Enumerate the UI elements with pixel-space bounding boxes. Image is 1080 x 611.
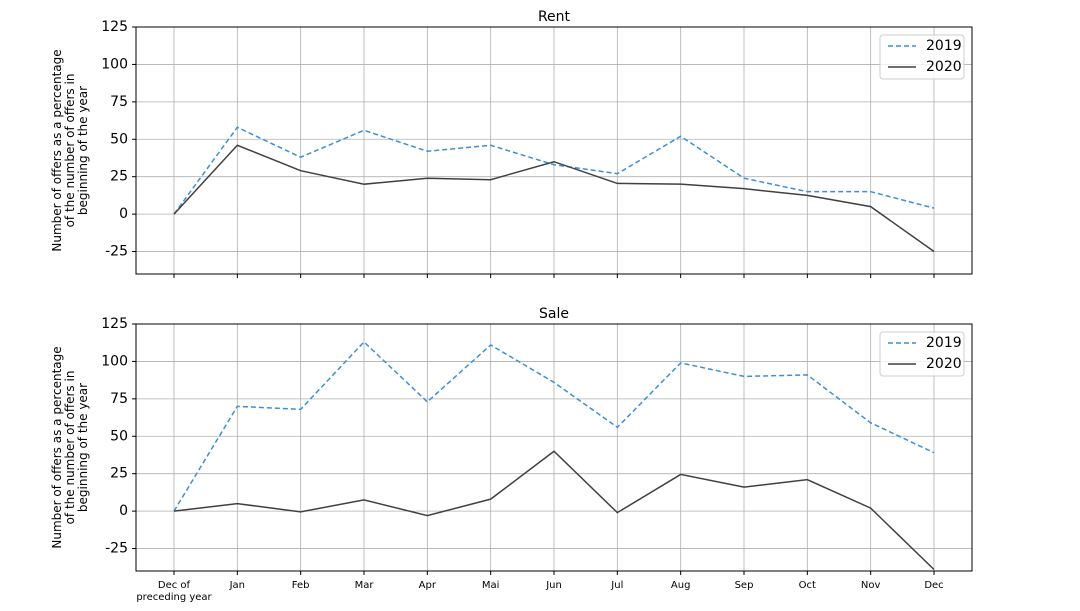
y-axis-label: Number of offers as a percentageof the n… (50, 49, 90, 251)
x-tick-label: Dec (924, 580, 943, 591)
y-tick-label: 0 (119, 206, 128, 222)
y-tick-label: 50 (110, 131, 128, 147)
x-tick-label: Dec of preceding year (136, 580, 212, 603)
y-tick-label: 50 (110, 428, 128, 444)
x-tick-label: Nov (861, 580, 881, 591)
y-tick-label: -25 (105, 244, 128, 260)
y-tick-label: 125 (101, 316, 128, 332)
axes-frame (135, 323, 973, 572)
x-tick-label: Jun (545, 580, 562, 591)
x-tick-label: Mai (482, 580, 500, 591)
y-tick-label: -25 (105, 541, 128, 557)
x-tick-label: Mar (355, 580, 375, 591)
x-tick-label: Oct (799, 580, 816, 591)
x-tick-label: Apr (419, 580, 437, 591)
y-tick-label: 100 (101, 353, 128, 369)
legend-label: 2020 (926, 59, 962, 75)
y-axis-label: Number of offers as a percentageof the n… (50, 346, 90, 548)
y-tick-label: 0 (119, 503, 128, 519)
axes-frame (135, 26, 973, 275)
legend-label: 2019 (926, 335, 962, 351)
y-tick-label: 25 (110, 169, 128, 185)
chart-title: Rent (538, 9, 571, 25)
data-line (173, 126, 935, 215)
y-label-group: Number of offers as a percentageof the n… (50, 346, 90, 548)
chart-title: Sale (539, 306, 569, 322)
y-label-group: Number of offers as a percentageof the n… (50, 49, 90, 251)
y-tick-label: 25 (110, 466, 128, 482)
x-tick-label: Feb (292, 580, 310, 591)
y-tick-label: 100 (101, 56, 128, 72)
data-line (173, 340, 935, 512)
x-tick-label: Jan (229, 580, 245, 591)
data-line (173, 144, 935, 253)
x-tick-label: Jul (610, 580, 623, 591)
x-tick-label: Sep (735, 580, 754, 591)
y-tick-label: 125 (101, 19, 128, 35)
x-tick-label: Aug (671, 580, 691, 591)
data-line (173, 450, 935, 571)
y-tick-label: 75 (110, 391, 128, 407)
legend-label: 2019 (926, 38, 962, 54)
legend-label: 2020 (926, 356, 962, 372)
y-tick-label: 75 (110, 94, 128, 110)
